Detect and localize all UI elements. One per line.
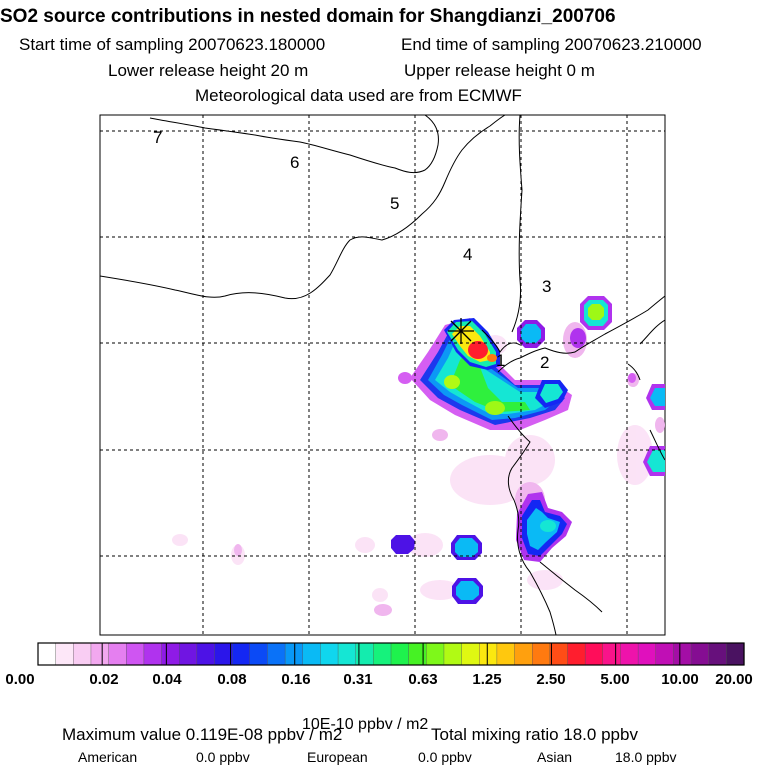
colorbar-cell — [584, 642, 604, 666]
asian-value: 18.0 ppbv — [615, 749, 677, 765]
colorbar-tick-label: 0.16 — [281, 671, 311, 688]
european-value: 0.0 ppbv — [418, 749, 472, 765]
colorbar-cell — [461, 642, 480, 666]
region-label-7: 7 — [153, 128, 162, 147]
colorbar-tick-label: 20.00 — [715, 671, 753, 688]
colorbar-cell — [320, 642, 339, 666]
colorbar-cell — [143, 642, 163, 666]
colorbar-cell — [337, 642, 357, 666]
american-label: American — [78, 749, 138, 765]
start-time-label: Start time of sampling 20070623.180000 — [19, 35, 326, 54]
colorbar-cell — [637, 642, 657, 666]
colorbar-cells — [37, 642, 745, 666]
colorbar-tick-label: 1.25 — [472, 671, 502, 688]
colorbar-cell — [602, 642, 622, 666]
colorbar-cell — [37, 642, 57, 666]
colorbar-cell — [73, 642, 92, 666]
colorbar-cell — [496, 642, 516, 666]
colorbar-tick-label: 0.08 — [217, 671, 247, 688]
colorbar-cell — [708, 642, 727, 666]
colorbar-cell — [673, 642, 692, 666]
colorbar-cell — [90, 642, 110, 666]
european-label: European — [307, 749, 368, 765]
colorbar-cell — [196, 642, 216, 666]
region-label-5: 5 — [390, 194, 399, 213]
colorbar-cell — [408, 642, 427, 666]
region-label-2: 2 — [540, 353, 549, 372]
region-label-4: 4 — [463, 245, 472, 264]
colorbar-cell — [178, 642, 198, 666]
colorbar-cell — [108, 642, 127, 666]
chart-title: SO2 source contributions in nested domai… — [0, 6, 616, 27]
colorbar-cell — [655, 642, 674, 666]
colorbar-tick-label: 10.00 — [661, 671, 699, 688]
american-value: 0.0 ppbv — [196, 749, 250, 765]
map-frame — [99, 114, 666, 636]
colorbar-unit-label: 10E-10 ppbv / m2 — [302, 716, 429, 733]
colorbar-tick-label: 0.00 — [5, 671, 35, 688]
colorbar-cell — [161, 642, 180, 666]
colorbar-cell — [214, 642, 233, 666]
colorbar-cell — [249, 642, 269, 666]
region-labels: 1 2 3 4 5 6 7 — [153, 128, 551, 372]
colorbar-major-ticks — [101, 643, 681, 665]
colorbar-tick-label: 5.00 — [600, 671, 630, 688]
colorbar-cell — [620, 642, 639, 666]
colorbar-tick-label: 0.63 — [408, 671, 438, 688]
colorbar-cell — [567, 642, 586, 666]
region-label-1: 1 — [496, 351, 505, 370]
asian-label: Asian — [537, 749, 573, 765]
meteorological-data-label: Meteorological data used are from ECMWF — [195, 86, 522, 105]
colorbar-cell — [284, 642, 304, 666]
colorbar-cell — [514, 642, 533, 666]
colorbar-cell — [690, 642, 710, 666]
colorbar-cell — [355, 642, 374, 666]
colorbar-cell — [231, 642, 251, 666]
colorbar-tick-label: 0.04 — [152, 671, 182, 688]
maximum-value-label: Maximum value 0.119E-08 ppbv / m2 — [62, 725, 343, 744]
colorbar-cell — [443, 642, 463, 666]
colorbar-tick-label: 0.31 — [343, 671, 373, 688]
lower-release-height-label: Lower release height 20 m — [108, 61, 309, 80]
end-time-label: End time of sampling 20070623.210000 — [401, 35, 702, 54]
colorbar-cell — [532, 642, 551, 666]
colorbar-cell — [549, 642, 569, 666]
lat-lon-grid — [100, 115, 665, 635]
region-label-6: 6 — [290, 153, 299, 172]
colorbar-cell — [726, 642, 745, 666]
colorbar-cell — [126, 642, 145, 666]
colorbar-cell — [426, 642, 445, 666]
station-marker-icon — [448, 318, 474, 344]
colorbar-tick-label: 0.02 — [89, 671, 119, 688]
colorbar-cell — [267, 642, 286, 666]
total-mixing-ratio-label: Total mixing ratio 18.0 ppbv — [431, 725, 638, 744]
region-label-3: 3 — [542, 277, 551, 296]
colorbar-cell — [373, 642, 392, 666]
coastline — [100, 115, 665, 635]
colorbar-cell — [390, 642, 410, 666]
colorbar-cell — [55, 642, 74, 666]
colorbar-cell — [302, 642, 321, 666]
colorbar-tick-label: 2.50 — [536, 671, 566, 688]
colorbar-frame — [37, 642, 745, 666]
colorbar-cell — [479, 642, 498, 666]
upper-release-height-label: Upper release height 0 m — [404, 61, 595, 80]
